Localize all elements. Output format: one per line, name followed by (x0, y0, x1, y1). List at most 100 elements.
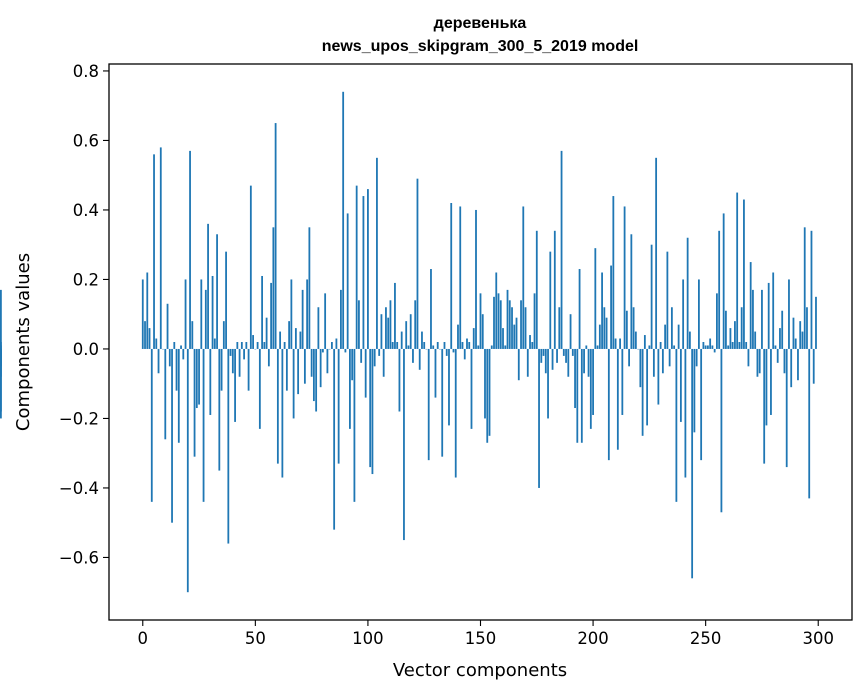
bar (560, 150, 563, 349)
x-tick-label: 100 (352, 629, 384, 648)
bar (718, 230, 721, 349)
bar (216, 234, 218, 349)
bar (508, 300, 511, 349)
bar (283, 342, 286, 349)
x-tick-label: 0 (138, 629, 149, 648)
bar (729, 328, 732, 349)
bar (641, 348, 644, 436)
bar (785, 348, 788, 468)
bar (551, 348, 554, 370)
bar (761, 289, 763, 349)
bar (504, 345, 507, 349)
bar (378, 348, 381, 356)
bar (544, 348, 547, 374)
bar (693, 348, 696, 433)
bar (394, 282, 396, 349)
bar (303, 348, 306, 384)
bar (288, 321, 291, 349)
bar (398, 348, 401, 412)
bar (598, 324, 601, 349)
bar (333, 348, 336, 530)
bar (315, 348, 318, 412)
bar (294, 328, 297, 349)
bar (407, 345, 410, 349)
bar (605, 317, 608, 349)
bar (589, 348, 592, 429)
bar (526, 348, 529, 377)
bar (756, 348, 759, 377)
bar (553, 230, 556, 349)
bar (198, 348, 200, 405)
bar (380, 314, 383, 349)
bar (578, 269, 581, 349)
x-tick-label: 300 (802, 629, 834, 648)
bar (0, 289, 2, 349)
bar (358, 300, 360, 349)
bar (754, 331, 757, 349)
bar (623, 206, 626, 349)
bar (387, 317, 390, 349)
bar (772, 272, 775, 349)
bar (405, 321, 408, 349)
y-tick-label: 0.0 (73, 340, 99, 359)
chart-title-line-2: news_upos_skipgram_300_5_2019 model (322, 38, 639, 55)
bar (349, 348, 351, 429)
bar (324, 293, 327, 349)
bar (367, 189, 369, 349)
y-tick-label: 0.8 (73, 62, 99, 81)
x-tick-label: 50 (245, 629, 266, 648)
bar (666, 251, 669, 349)
bar (801, 331, 804, 349)
bar (371, 348, 374, 475)
bar (0, 342, 2, 349)
bar (227, 348, 230, 544)
bar (470, 348, 473, 429)
bar (245, 342, 248, 349)
x-tick-label: 250 (690, 629, 722, 648)
bar (625, 310, 628, 349)
bar (319, 348, 322, 388)
bar (497, 293, 500, 349)
bar (657, 348, 660, 405)
bar (168, 348, 171, 367)
bar (686, 237, 689, 349)
y-axis-ticks: −0.6 −0.4 −0.2 0.0 0.2 0.4 0.6 0.8 (59, 62, 109, 567)
bar (725, 310, 727, 349)
bar (218, 348, 221, 471)
bar (634, 331, 637, 349)
bar (740, 307, 743, 349)
bar (466, 338, 468, 349)
bar (571, 348, 574, 356)
bar (743, 199, 745, 349)
bar (531, 342, 534, 349)
bar (441, 348, 444, 457)
bar (236, 342, 239, 349)
bar (488, 348, 491, 436)
bar (513, 324, 516, 349)
bar (141, 279, 144, 349)
bar (794, 338, 797, 349)
bar (668, 348, 671, 367)
bar (815, 296, 817, 349)
bar (781, 310, 784, 349)
bar (752, 289, 754, 349)
bar (310, 348, 313, 377)
bar (146, 272, 149, 349)
bar (385, 307, 387, 349)
bar (195, 348, 198, 409)
bar (747, 348, 750, 367)
bar (229, 348, 232, 356)
bar (209, 348, 212, 415)
bar (238, 348, 241, 377)
bar (443, 342, 446, 349)
bar (265, 317, 268, 349)
bar (502, 328, 504, 349)
bar (150, 348, 153, 502)
bar (524, 307, 527, 349)
bar (326, 348, 329, 374)
bar (189, 150, 191, 349)
bar (722, 213, 725, 349)
bar (538, 348, 540, 488)
bar (688, 331, 691, 349)
bar (603, 307, 606, 349)
